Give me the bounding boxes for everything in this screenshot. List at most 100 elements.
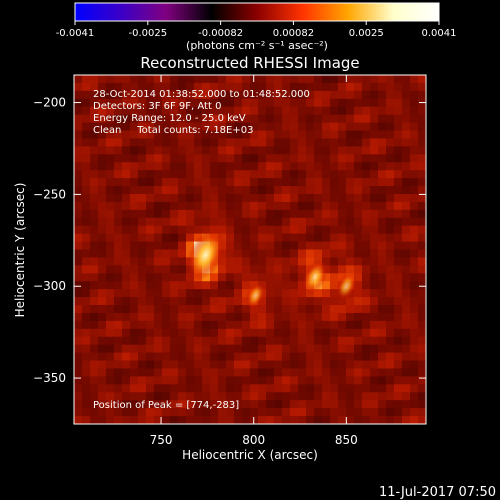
- heatmap-cell: [274, 225, 283, 235]
- heatmap-cell: [90, 360, 99, 370]
- heatmap-cell: [178, 257, 187, 266]
- heatmap-cell: [178, 344, 187, 354]
- heatmap-cell: [362, 281, 371, 290]
- heatmap-cell: [114, 201, 123, 211]
- heatmap-cell: [178, 154, 187, 163]
- heatmap-cell: [322, 336, 331, 346]
- heatmap-cell: [154, 400, 163, 409]
- heatmap-cell: [306, 312, 315, 322]
- heatmap-cell: [242, 281, 251, 290]
- heatmap-cell: [274, 170, 283, 179]
- heatmap-cell: [338, 201, 347, 211]
- heatmap-cell: [178, 336, 187, 346]
- heatmap-cell: [322, 114, 331, 124]
- heatmap-cell: [274, 106, 283, 116]
- heatmap-cell: [402, 289, 411, 298]
- heatmap-cell: [338, 265, 347, 274]
- heatmap-cell: [186, 344, 195, 354]
- heatmap-cell: [138, 75, 147, 84]
- heatmap-cell: [338, 416, 347, 424]
- heatmap-cell: [266, 90, 275, 100]
- heatmap-cell: [138, 328, 147, 338]
- heatmap-cell: [242, 392, 251, 401]
- heatmap-cell: [362, 289, 371, 298]
- heatmap-cell: [186, 130, 195, 140]
- heatmap-cell: [114, 217, 123, 227]
- heatmap-cell: [330, 273, 339, 282]
- heatmap-cell: [418, 122, 426, 132]
- heatmap-cell: [234, 416, 243, 424]
- heatmap-cell: [274, 162, 283, 171]
- heatmap-cell: [114, 114, 123, 124]
- heatmap-cell: [418, 384, 426, 393]
- heatmap-cell: [234, 297, 243, 306]
- heatmap-cell: [74, 114, 83, 124]
- heatmap-cell: [354, 312, 363, 322]
- heatmap-cell: [290, 344, 299, 354]
- heatmap-cell: [402, 265, 411, 274]
- heatmap-cell: [138, 249, 147, 259]
- heatmap-cell: [298, 106, 307, 116]
- heatmap-cell: [146, 75, 155, 84]
- heatmap-cell: [274, 352, 283, 362]
- heatmap-cell: [90, 209, 99, 219]
- heatmap-cell: [258, 233, 267, 243]
- heatmap-cell: [274, 114, 283, 124]
- heatmap-cell: [386, 217, 395, 227]
- heatmap-cell: [122, 344, 131, 354]
- heatmap-cell: [354, 233, 363, 243]
- heatmap-cell: [362, 201, 371, 211]
- heatmap-cell: [82, 209, 91, 219]
- heatmap-cell: [162, 400, 171, 409]
- heatmap-cell: [106, 130, 115, 140]
- heatmap-cell: [370, 154, 379, 163]
- heatmap-cell: [154, 138, 163, 147]
- heatmap-cell: [106, 320, 115, 330]
- heatmap-cell: [338, 82, 347, 92]
- heatmap-cell: [354, 186, 363, 195]
- heatmap-cell: [154, 328, 163, 338]
- heatmap-cell: [234, 225, 243, 235]
- heatmap-cell: [418, 114, 426, 124]
- heatmap-cell: [210, 138, 219, 147]
- heatmap-cell: [346, 106, 355, 116]
- heatmap-cell: [186, 217, 195, 227]
- heatmap-cell: [314, 114, 323, 124]
- heatmap-cell: [394, 114, 403, 124]
- heatmap-cell: [162, 257, 171, 266]
- heatmap-cell: [410, 82, 419, 92]
- heatmap-cell: [170, 178, 179, 187]
- heatmap-cell: [370, 82, 379, 92]
- heatmap-cell: [266, 368, 275, 378]
- heatmap-cell: [298, 289, 307, 298]
- heatmap-cell: [234, 273, 243, 282]
- heatmap-cell: [210, 154, 219, 163]
- heatmap-cell: [266, 241, 275, 251]
- heatmap-cell: [258, 114, 267, 124]
- heatmap-cell: [138, 122, 147, 132]
- heatmap-cell: [298, 241, 307, 251]
- heatmap-cell: [242, 130, 251, 140]
- heatmap-cell: [250, 352, 259, 362]
- heatmap-cell: [194, 384, 203, 393]
- heatmap-cell: [234, 193, 243, 203]
- heatmap-cell: [290, 265, 299, 274]
- heatmap-cell: [386, 384, 395, 393]
- heatmap-cell: [106, 90, 115, 100]
- heatmap-cell: [410, 186, 419, 195]
- heatmap-cell: [394, 178, 403, 187]
- heatmap-cell: [122, 233, 131, 243]
- heatmap-cell: [394, 170, 403, 179]
- heatmap-cell: [202, 289, 211, 298]
- heatmap-cell: [130, 376, 139, 385]
- heatmap-cell: [130, 336, 139, 346]
- heatmap-cell: [298, 297, 307, 306]
- heatmap-cell: [394, 138, 403, 147]
- heatmap-cell: [162, 344, 171, 354]
- heatmap-cell: [290, 106, 299, 116]
- heatmap-cell: [354, 98, 363, 108]
- heatmap-cell: [282, 408, 291, 417]
- heatmap-cell: [338, 75, 347, 84]
- heatmap-cell: [250, 328, 259, 338]
- heatmap-cell: [90, 376, 99, 385]
